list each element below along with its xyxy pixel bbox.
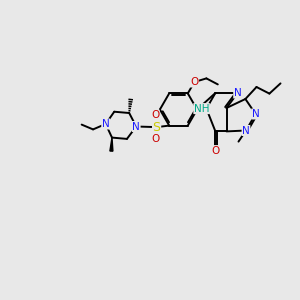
Text: O: O bbox=[190, 77, 199, 87]
Text: N: N bbox=[102, 119, 110, 129]
Text: NH: NH bbox=[194, 103, 209, 114]
Text: N: N bbox=[132, 122, 140, 131]
Text: N: N bbox=[234, 88, 242, 98]
Text: O: O bbox=[211, 146, 220, 156]
Text: O: O bbox=[151, 110, 159, 120]
Text: N: N bbox=[252, 109, 260, 119]
Text: S: S bbox=[153, 121, 160, 134]
Polygon shape bbox=[110, 138, 113, 151]
Text: O: O bbox=[151, 134, 159, 144]
Text: N: N bbox=[242, 125, 250, 136]
